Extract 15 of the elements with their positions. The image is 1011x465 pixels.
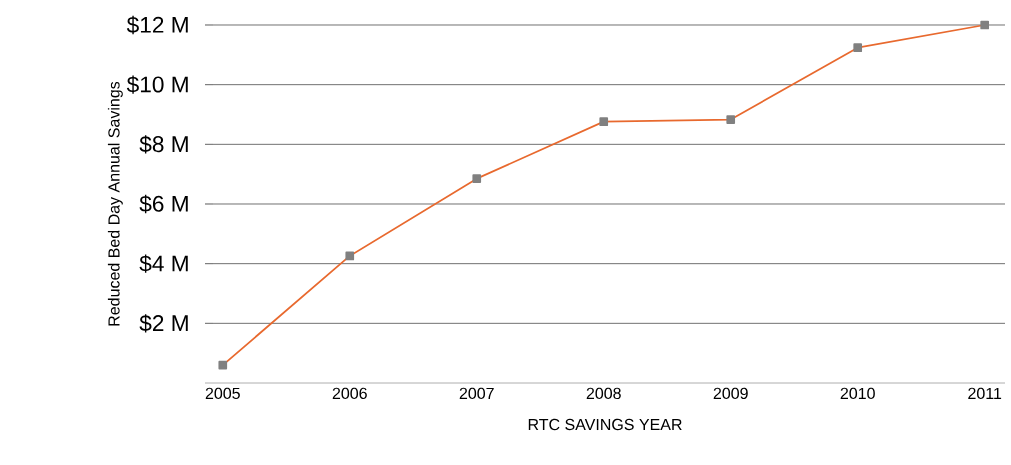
x-tick-label: 2007: [459, 387, 494, 400]
y-tick-label: $2 M: [139, 314, 188, 333]
x-tick-label: 2010: [840, 387, 875, 400]
y-axis-title: Reduced Bed Day Annual Savings: [107, 81, 123, 326]
x-tick-label: 2006: [332, 387, 367, 400]
x-tick-label: 2008: [586, 387, 621, 400]
x-tick-label: 2009: [713, 387, 748, 400]
y-tick-label: $12 M: [126, 15, 188, 35]
x-tick-label: 2005: [205, 387, 240, 400]
x-tick-label: 2011: [968, 387, 1002, 400]
y-tick-label: $8 M: [139, 135, 188, 154]
y-tick-label: $4 M: [139, 254, 188, 273]
x-axis-title: RTC SAVINGS YEAR: [528, 418, 682, 431]
y-tick-label: $10 M: [126, 75, 188, 94]
y-tick-label: $6 M: [139, 194, 188, 214]
